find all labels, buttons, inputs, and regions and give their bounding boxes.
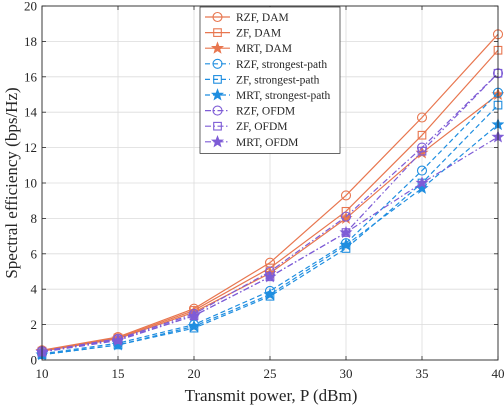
legend: RZF, DAM ZF, DAM MRT, DAM RZF, strongest-pa… (199, 6, 341, 154)
x-axis-label: Transmit power, P (dBm) (185, 386, 358, 405)
legend-marker (212, 11, 223, 23)
data-point (340, 211, 352, 222)
x-tick-label: 35 (416, 366, 429, 381)
legend-item: MRT, OFDM (205, 134, 298, 149)
legend-item: RZF, DAM (205, 11, 289, 24)
legend-marker (212, 58, 223, 69)
legend-label: RZF, strongest-path (236, 59, 327, 71)
legend-box (199, 6, 341, 154)
data-point (415, 176, 429, 189)
y-tick-label: 10 (24, 176, 37, 191)
y-tick-label: 18 (24, 34, 37, 49)
legend-item: ZF, OFDM (205, 121, 287, 133)
x-tick-label: 15 (112, 366, 125, 381)
y-axis-label: Spectral efficiency (bps/Hz) (2, 87, 21, 278)
legend-label: ZF, DAM (236, 28, 281, 40)
legend-label: MRT, OFDM (236, 137, 298, 149)
legend-marker (213, 121, 222, 131)
legend-label: MRT, DAM (236, 43, 292, 55)
legend-label: RZF, DAM (236, 12, 289, 24)
y-tick-label: 4 (31, 282, 38, 297)
data-point (417, 130, 427, 140)
x-tick-label: 10 (36, 366, 49, 381)
legend-marker (210, 134, 225, 148)
legend-item: MRT, strongest-path (205, 88, 331, 102)
x-tick-label: 25 (264, 366, 277, 381)
data-point (187, 319, 201, 332)
legend-item: ZF, DAM (205, 28, 281, 40)
data-point (187, 308, 201, 322)
legend-marker (212, 105, 223, 116)
x-tick-label: 30 (340, 366, 353, 381)
plot-series (35, 29, 504, 361)
y-tick-label: 2 (31, 317, 38, 332)
legend-label: ZF, strongest-path (236, 74, 320, 86)
legend-marker (213, 75, 222, 84)
y-tick-label: 8 (31, 211, 38, 226)
data-point (416, 142, 428, 153)
legend-marker (210, 41, 225, 54)
axes: 10 15 20 25 30 35 40 0 2 4 6 8 10 12 14 16 18 20 (24, 0, 504, 381)
x-tick-label: 40 (492, 366, 504, 381)
y-tick-label: 16 (24, 69, 38, 84)
y-tick-label: 0 (31, 353, 38, 368)
legend-item: MRT, DAM (205, 41, 292, 55)
data-point (111, 333, 125, 347)
y-tick-label: 12 (24, 140, 37, 155)
data-point (417, 146, 427, 156)
data-point (263, 287, 277, 301)
legend-label: MRT, strongest-path (236, 90, 331, 102)
data-point (416, 165, 428, 176)
legend-marker (213, 28, 222, 37)
legend-item: RZF, OFDM (205, 105, 295, 118)
x-tick-label: 20 (188, 366, 201, 381)
y-tick-label: 14 (24, 105, 38, 120)
data-point (339, 225, 353, 239)
data-point (340, 190, 352, 201)
data-point (263, 269, 277, 283)
y-tick-label: 20 (24, 0, 37, 14)
data-point (339, 238, 353, 251)
legend-label: RZF, OFDM (236, 106, 295, 118)
data-point (416, 112, 428, 123)
legend-item: RZF, strongest-path (205, 58, 327, 71)
y-tick-label: 6 (31, 246, 38, 261)
legend-item: ZF, strongest-path (205, 74, 320, 86)
legend-label: ZF, OFDM (236, 121, 287, 133)
legend-marker (210, 88, 225, 101)
